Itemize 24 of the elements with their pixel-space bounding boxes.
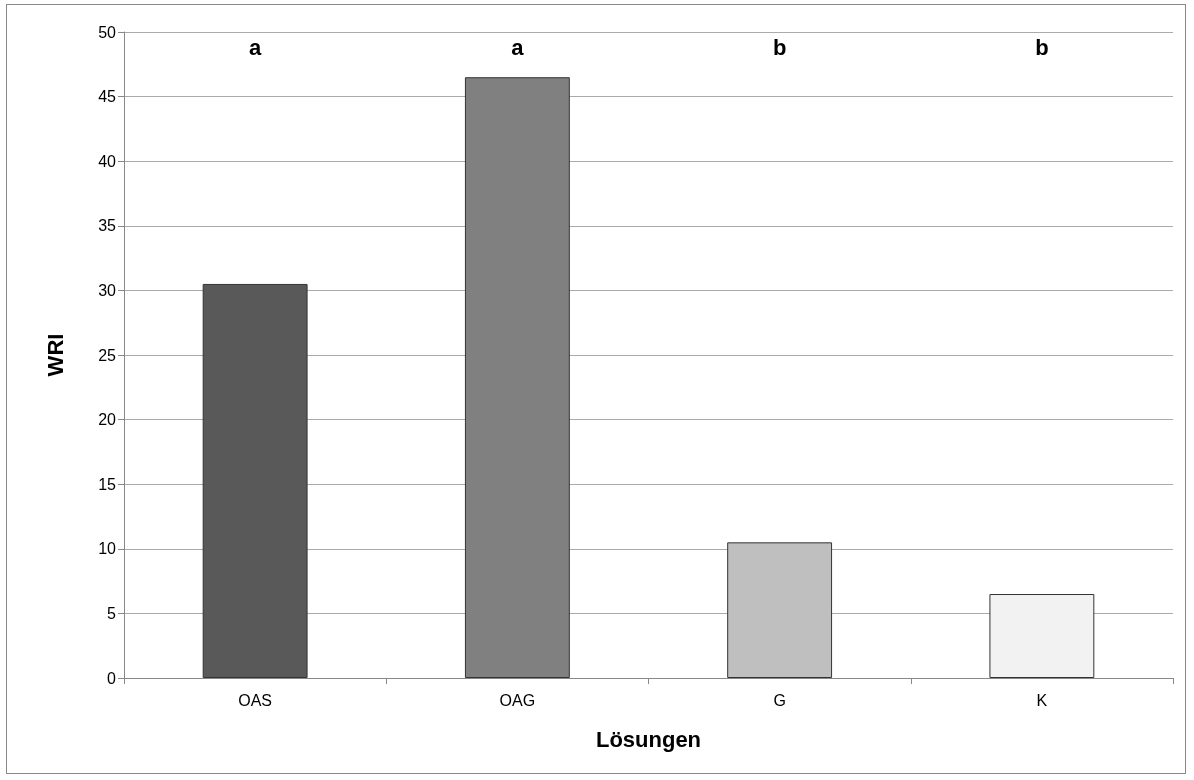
y-tick-label: 20 bbox=[98, 411, 117, 429]
y-tick-label: 25 bbox=[98, 346, 117, 364]
y-tick-label: 40 bbox=[98, 152, 117, 170]
x-tick-label: G bbox=[773, 691, 786, 709]
y-axis-title: WRI bbox=[42, 333, 68, 377]
annotation: a bbox=[249, 34, 262, 60]
x-tick-label: OAS bbox=[238, 691, 273, 709]
y-tick-label: 35 bbox=[98, 217, 117, 235]
bar bbox=[727, 542, 833, 678]
x-axis-title: Lösungen bbox=[595, 726, 702, 752]
y-tick-label: 45 bbox=[98, 88, 117, 106]
y-tick-label: 15 bbox=[98, 475, 117, 493]
bar bbox=[989, 594, 1095, 678]
y-tick-label: 30 bbox=[98, 281, 117, 299]
x-tick-label: OAG bbox=[499, 691, 536, 709]
y-tick-label: 10 bbox=[98, 540, 117, 558]
annotation: b bbox=[1035, 34, 1049, 60]
bar bbox=[202, 283, 308, 678]
annotation: b bbox=[772, 34, 787, 60]
y-tick-label: 5 bbox=[107, 604, 117, 622]
x-tick-label: K bbox=[1036, 691, 1048, 709]
y-tick-label: 0 bbox=[107, 669, 117, 687]
annotation: a bbox=[511, 34, 525, 60]
y-tick-label: 50 bbox=[98, 23, 117, 41]
